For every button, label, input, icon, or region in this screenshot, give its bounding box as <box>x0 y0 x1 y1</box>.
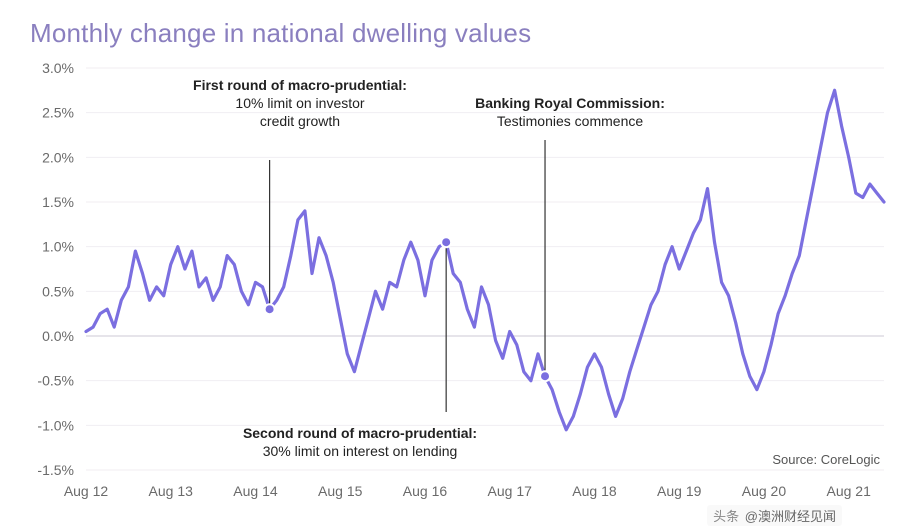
source-label: Source: CoreLogic <box>772 452 880 467</box>
annotation-bold: First round of macro-prudential: <box>193 77 407 93</box>
x-axis-label: Aug 15 <box>318 483 363 499</box>
annotation-line: Testimonies commence <box>497 113 643 129</box>
y-axis-label: 3.0% <box>42 60 74 76</box>
y-axis-label: -0.5% <box>37 373 74 389</box>
series-line <box>86 90 884 430</box>
x-axis-label: Aug 16 <box>403 483 448 499</box>
watermark-text: @澳洲财经见闻 <box>745 509 836 524</box>
x-axis-label: Aug 13 <box>149 483 194 499</box>
y-axis-label: -1.0% <box>37 417 74 433</box>
annotation-line: 10% limit on investor <box>235 95 365 111</box>
annotation-bold: Second round of macro-prudential: <box>243 425 477 441</box>
x-axis-label: Aug 19 <box>657 483 702 499</box>
x-axis-label: Aug 18 <box>572 483 617 499</box>
annotation-line: 30% limit on interest on lending <box>263 443 458 459</box>
x-axis-label: Aug 12 <box>64 483 109 499</box>
y-axis-label: -1.5% <box>37 462 74 478</box>
annotation-bold: Banking Royal Commission: <box>475 95 665 111</box>
y-axis-label: 0.5% <box>42 283 74 299</box>
y-axis-label: 2.0% <box>42 149 74 165</box>
line-chart: 3.0% 2.5% 2.0% 1.5% 1.0% 0.5% 0.0% -0.5% -1.0% -1… <box>0 0 902 532</box>
y-axis-label: 2.5% <box>42 105 74 121</box>
annotation-line: credit growth <box>260 113 340 129</box>
x-axis-label: Aug 21 <box>827 483 872 499</box>
y-axis-label: 0.0% <box>42 328 74 344</box>
y-axis-label: 1.0% <box>42 239 74 255</box>
annotation-marker <box>441 237 451 247</box>
annotation-marker <box>265 304 275 314</box>
x-axis-label: Aug 14 <box>233 483 278 499</box>
watermark-prefix: 头条 <box>713 509 739 524</box>
x-axis-label: Aug 20 <box>742 483 787 499</box>
watermark: 头条 @澳洲财经见闻 <box>707 505 842 526</box>
y-axis-label: 1.5% <box>42 194 74 210</box>
annotation-marker <box>540 371 550 381</box>
x-axis-label: Aug 17 <box>488 483 533 499</box>
